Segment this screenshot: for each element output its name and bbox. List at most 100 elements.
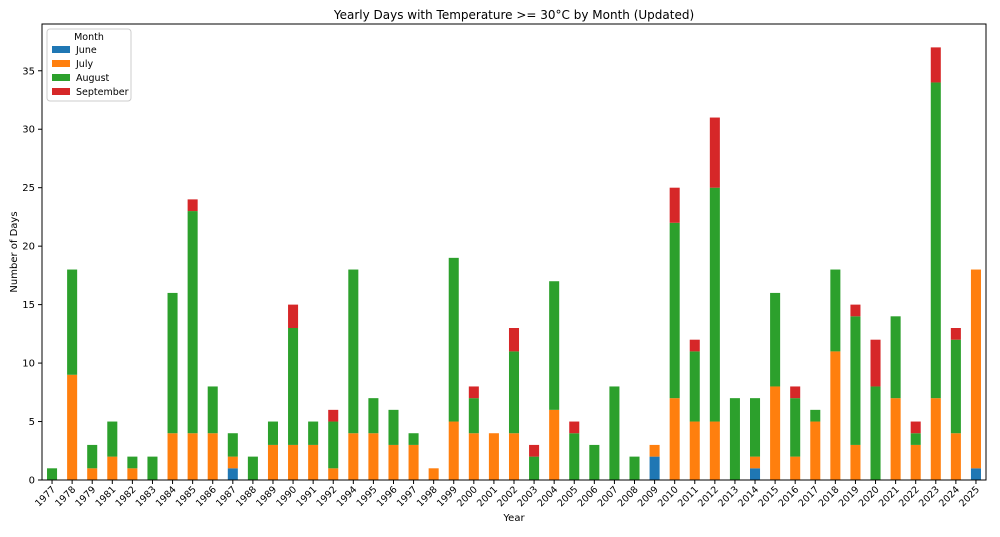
bar-september-2023 (930, 47, 941, 83)
bar-september-2022 (910, 421, 921, 434)
bar-august-1978 (67, 269, 78, 375)
bar-september-2005 (569, 421, 580, 434)
bar-august-2016 (790, 398, 801, 457)
bar-august-1984 (167, 292, 178, 434)
bar-september-2000 (468, 386, 479, 399)
bar-august-2008 (629, 456, 640, 480)
y-axis: 0 5 10 15 20 25 30 35 (22, 66, 42, 487)
y-tick-label: 10 (22, 359, 35, 370)
bar-august-1995 (368, 398, 379, 434)
bar-july-2018 (830, 351, 841, 480)
legend-title: Month (74, 32, 104, 43)
legend-swatch-july (52, 60, 70, 67)
bar-august-2006 (589, 444, 600, 480)
bar-august-2020 (870, 386, 881, 480)
bar-july-2023 (930, 398, 941, 480)
bar-july-2024 (950, 433, 961, 480)
bar-july-1994 (348, 433, 359, 480)
bar-august-2007 (609, 386, 620, 480)
bar-august-1997 (408, 433, 419, 445)
bar-august-2005 (569, 433, 580, 480)
bar-july-1981 (107, 456, 118, 480)
bar-july-1992 (328, 468, 339, 480)
y-tick-label: 35 (22, 66, 35, 77)
legend-label-june: June (75, 45, 97, 56)
y-tick-label: 0 (29, 476, 35, 487)
bar-july-1984 (167, 433, 178, 480)
bar-july-2015 (770, 386, 781, 480)
bar-august-1981 (107, 421, 118, 457)
bar-july-2012 (709, 421, 720, 480)
bar-july-1989 (267, 444, 278, 480)
bar-july-2014 (750, 456, 761, 469)
bar-august-2002 (508, 351, 520, 434)
y-axis-label: Number of Days (9, 211, 20, 292)
bar-august-1979 (87, 444, 98, 469)
legend-label-september: September (76, 87, 129, 98)
legend-swatch-august (52, 74, 70, 81)
x-axis-label: Year (502, 513, 525, 524)
bar-july-2011 (689, 421, 700, 480)
bar-july-1986 (207, 433, 218, 480)
legend-label-july: July (75, 59, 93, 70)
bar-july-2004 (549, 409, 560, 480)
bar-september-2002 (508, 328, 520, 352)
bar-july-1996 (388, 444, 399, 480)
bar-august-2003 (529, 456, 540, 480)
bar-july-2000 (468, 433, 479, 480)
bar-august-2011 (689, 351, 700, 422)
bar-september-2010 (669, 187, 680, 223)
bar-july-1995 (368, 433, 379, 480)
bar-september-2012 (709, 117, 720, 188)
bar-august-1992 (328, 421, 339, 469)
bar-august-1977 (47, 468, 58, 480)
legend-label-august: August (76, 73, 110, 84)
bar-july-2010 (669, 398, 680, 480)
bar-july-1985 (187, 433, 198, 480)
bar-august-2010 (669, 222, 680, 399)
legend: Month June July August September (46, 28, 132, 102)
bar-july-2001 (488, 433, 499, 480)
bar-september-2024 (950, 328, 961, 340)
y-tick-label: 15 (22, 300, 35, 311)
bar-august-1994 (348, 269, 359, 434)
bar-august-1996 (388, 409, 399, 445)
y-tick-label: 30 (22, 125, 35, 136)
bar-september-2020 (870, 339, 881, 387)
bar-august-1982 (127, 456, 138, 469)
bar-august-1990 (288, 328, 299, 445)
y-tick-label: 5 (29, 417, 35, 428)
bar-august-2004 (549, 281, 560, 410)
bar-june-2014 (750, 468, 761, 480)
bar-july-1997 (408, 444, 419, 480)
bar-august-2022 (910, 433, 921, 445)
bar-september-2011 (689, 339, 700, 352)
bar-july-1998 (428, 468, 439, 480)
bar-july-1999 (448, 421, 459, 480)
bar-july-1978 (67, 374, 78, 480)
bar-june-1987 (227, 468, 238, 480)
bar-june-2009 (649, 456, 660, 480)
bar-august-1999 (448, 257, 459, 422)
bar-august-2014 (750, 398, 761, 457)
bar-september-1990 (288, 304, 299, 328)
bar-september-2019 (850, 304, 861, 317)
legend-swatch-september (52, 88, 70, 95)
bar-july-1990 (288, 444, 299, 480)
y-tick-label: 20 (22, 242, 35, 253)
bar-august-2018 (830, 269, 841, 352)
bar-july-2025 (970, 269, 981, 469)
bar-august-2021 (890, 316, 901, 399)
bar-september-2016 (790, 386, 801, 399)
bar-august-2015 (770, 292, 781, 387)
bar-june-2025 (970, 468, 981, 480)
bar-august-2012 (709, 187, 720, 422)
bar-july-1991 (308, 444, 319, 480)
bar-july-2022 (910, 444, 921, 480)
bar-august-1988 (247, 456, 258, 480)
bar-august-1991 (308, 421, 319, 445)
bar-august-1986 (207, 386, 218, 434)
bar-august-2019 (850, 316, 861, 445)
bar-july-2019 (850, 444, 861, 480)
